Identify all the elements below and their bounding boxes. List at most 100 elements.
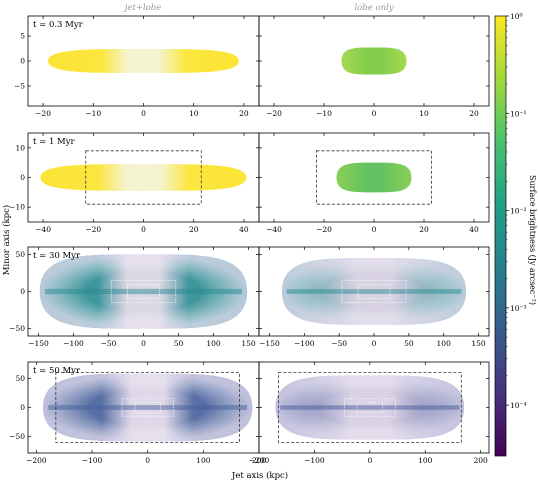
x-tick-label: −20 <box>35 109 51 118</box>
x-tick-label: −100 <box>304 456 325 465</box>
source-emission <box>341 47 407 75</box>
zoom-box <box>85 150 202 205</box>
zoom-box <box>55 372 240 443</box>
x-tick-label: −50 <box>101 339 117 348</box>
jet-band <box>280 405 460 410</box>
zoom-box <box>134 401 161 414</box>
zoom-box <box>121 398 174 417</box>
zoom-box <box>277 372 462 443</box>
colorbar-tick-label: 10⁻³ <box>510 304 527 313</box>
colorbar-gradient <box>494 15 507 457</box>
x-tick-label: −20 <box>85 225 101 234</box>
column-title-jet-lobe: jet+lobe <box>123 3 162 13</box>
panel-lobe-only-row-3: −150 −100 −50 0 50 100 150 <box>258 246 490 348</box>
x-tick-label: 200 <box>474 456 489 465</box>
x-tick-label: 20 <box>239 109 249 118</box>
panel-jet-lobe-row-2: −40 −20 0 20 40 −10 0 10 t = 1 Myr <box>9 132 260 234</box>
panel-jet-lobe-row-1: −20 −10 0 10 20 −5 0 5 t = 0.3 Myr <box>14 15 260 118</box>
x-tick-label: −10 <box>85 109 101 118</box>
y-tick-label: 0 <box>20 287 25 296</box>
x-tick-label: −200 <box>249 456 270 465</box>
time-label: t = 30 Myr <box>33 251 81 261</box>
x-tick-label: 0 <box>372 109 377 118</box>
x-tick-label: −20 <box>316 225 332 234</box>
x-tick-label: −40 <box>266 225 282 234</box>
x-tick-label: 20 <box>189 225 199 234</box>
x-tick-label: 0 <box>145 456 150 465</box>
y-tick-label: 0 <box>20 57 25 66</box>
x-tick-label: 20 <box>419 225 429 234</box>
x-tick-label: 150 <box>241 339 256 348</box>
x-tick-label: −20 <box>266 109 282 118</box>
y-tick-label: 0 <box>20 173 25 182</box>
x-tick-label: 40 <box>469 225 479 234</box>
x-tick-label: −40 <box>35 225 51 234</box>
zoom-box <box>127 284 161 299</box>
x-tick-label: 0 <box>372 225 377 234</box>
jet-band <box>45 288 242 295</box>
colorbar: 10⁰ 10⁻¹ 10⁻² 10⁻³ 10⁻⁴ <box>494 12 527 457</box>
x-tick-label: 150 <box>471 339 486 348</box>
y-tick-label: −5 <box>14 82 25 91</box>
x-tick-label: 20 <box>469 109 479 118</box>
time-label: t = 0.3 Myr <box>33 20 84 30</box>
y-axis-label: Minor axis (kpc) <box>1 205 12 275</box>
x-tick-label: −100 <box>63 339 84 348</box>
y-tick-label: −50 <box>9 432 25 441</box>
x-tick-label: −100 <box>294 339 315 348</box>
x-tick-label: 100 <box>196 456 211 465</box>
x-tick-label: −150 <box>259 339 280 348</box>
time-label: t = 1 Myr <box>33 137 76 147</box>
x-tick-label: 100 <box>418 456 433 465</box>
x-tick-label: −100 <box>82 456 103 465</box>
y-tick-label: −10 <box>9 203 25 212</box>
x-tick-label: 40 <box>239 225 249 234</box>
colorbar-tick-label: 10⁻⁴ <box>510 401 527 410</box>
jet-band <box>286 289 462 294</box>
x-tick-label: −10 <box>316 109 332 118</box>
x-tick-label: 0 <box>141 339 146 348</box>
source-emission <box>48 48 239 74</box>
y-tick-label: 50 <box>15 374 25 383</box>
zoom-box <box>343 398 396 417</box>
colorbar-label: Surface brightness (Jy arcsec⁻²) <box>528 175 537 305</box>
panel-jet-lobe-row-4: −200 −100 0 100 200 −50 0 50 t = 50 Myr <box>9 361 267 465</box>
panel-lobe-only-row-4: −200 −100 0 100 200 <box>249 361 490 465</box>
x-tick-label: 50 <box>404 339 414 348</box>
x-tick-label: 0 <box>367 456 372 465</box>
x-tick-label: 10 <box>419 109 429 118</box>
y-tick-label: 10 <box>15 143 25 152</box>
x-tick-label: 0 <box>141 109 146 118</box>
y-tick-label: 50 <box>15 250 25 259</box>
panel-lobe-only-row-1: −20 −10 0 10 20 <box>258 15 490 118</box>
column-title-lobe-only: lobe only <box>354 3 393 13</box>
y-tick-label: −50 <box>9 324 25 333</box>
colorbar-tick-label: 10⁻² <box>510 207 527 216</box>
y-tick-label: 0 <box>20 403 25 412</box>
panel-lobe-only-row-2: −40 −20 0 20 40 <box>258 132 490 234</box>
colorbar-tick-label: 10⁻¹ <box>510 109 527 118</box>
zoom-box <box>341 279 407 304</box>
x-tick-label: 200 <box>252 456 267 465</box>
time-label: t = 50 Myr <box>33 366 81 376</box>
x-axis-label: Jet axis (kpc) <box>231 470 288 481</box>
source-emission <box>336 162 412 193</box>
zoom-box <box>110 279 177 304</box>
x-tick-label: 100 <box>437 339 452 348</box>
x-tick-label: 50 <box>174 339 184 348</box>
zoom-box <box>357 284 391 299</box>
jet-band <box>48 405 248 410</box>
x-tick-label: 100 <box>206 339 221 348</box>
x-tick-label: −200 <box>26 456 47 465</box>
source-emission <box>40 164 247 191</box>
zoom-box <box>316 150 432 205</box>
x-tick-label: −150 <box>28 339 49 348</box>
colorbar-tick-label: 10⁰ <box>510 12 523 21</box>
x-tick-label: 0 <box>141 225 146 234</box>
x-tick-label: −50 <box>331 339 347 348</box>
panel-jet-lobe-row-3: −150 −100 −50 0 50 100 150 −50 0 50 t = 30 Myr <box>9 246 260 348</box>
x-tick-label: 10 <box>189 109 199 118</box>
y-tick-label: 5 <box>20 32 25 41</box>
